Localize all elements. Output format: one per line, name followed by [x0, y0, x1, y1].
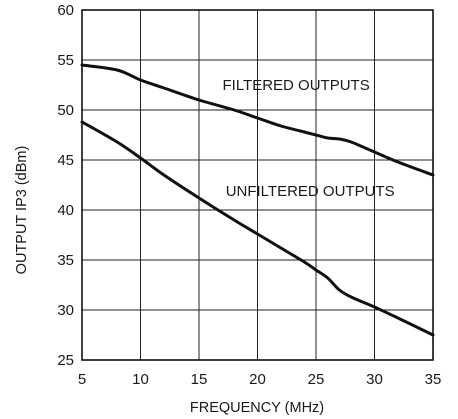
label-filtered-outputs: FILTERED OUTPUTS — [222, 77, 369, 94]
y-tick-label: 45 — [57, 152, 74, 169]
grid — [81, 9, 434, 361]
y-tick-label: 60 — [57, 2, 74, 19]
x-tick-label: 10 — [132, 371, 149, 388]
y-axis-label: OUTPUT IP3 (dBm) — [14, 146, 30, 275]
x-tick-label: 30 — [366, 371, 383, 388]
x-tick-label: 5 — [78, 371, 86, 388]
y-tick-label: 25 — [57, 352, 74, 369]
y-tick-label: 30 — [57, 302, 74, 319]
x-tick-label: 15 — [191, 371, 208, 388]
plot-frame — [81, 9, 434, 361]
x-tick-label: 35 — [425, 371, 442, 388]
y-tick-label: 55 — [57, 52, 74, 69]
series-unfiltered-outputs — [80, 120, 435, 337]
y-tick-label: 35 — [57, 252, 74, 269]
x-tick-labels: 5 10 15 20 25 30 35 — [78, 371, 442, 388]
y-tick-labels: 25 30 35 40 45 50 55 60 — [57, 2, 74, 369]
y-tick-label: 50 — [57, 102, 74, 119]
series-layer — [80, 63, 435, 337]
annotations: FILTERED OUTPUTS UNFILTERED OUTPUTS — [222, 77, 394, 200]
x-tick-label: 20 — [249, 371, 266, 388]
series-filtered-outputs — [80, 63, 435, 177]
x-tick-label: 25 — [308, 371, 325, 388]
label-unfiltered-outputs: UNFILTERED OUTPUTS — [226, 183, 395, 200]
y-tick-label: 40 — [57, 202, 74, 219]
x-axis-label: FREQUENCY (MHz) — [190, 400, 324, 416]
